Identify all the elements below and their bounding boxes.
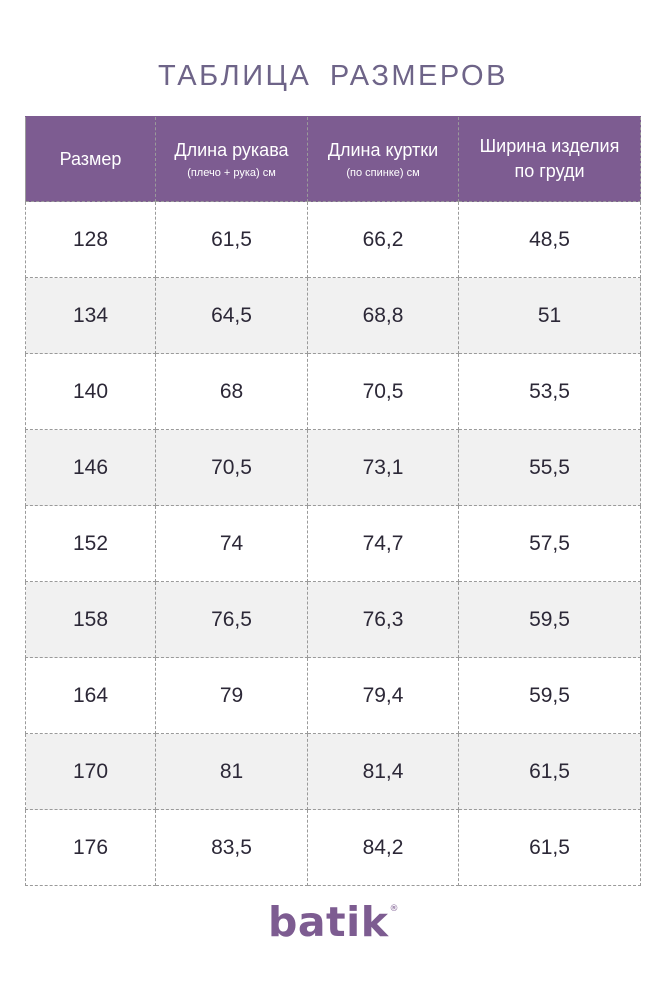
cell-jacket-length: 70,5 <box>307 353 459 430</box>
header-label: Длина куртки <box>327 139 439 160</box>
cell-size: 128 <box>25 201 156 278</box>
cell-jacket-length: 84,2 <box>307 809 459 886</box>
cell-chest-width: 57,5 <box>458 505 641 582</box>
cell-chest-width: 59,5 <box>458 581 641 658</box>
cell-chest-width: 61,5 <box>458 809 641 886</box>
cell-chest-width: 55,5 <box>458 429 641 506</box>
cell-jacket-length: 74,7 <box>307 505 459 582</box>
header-sublabel: (плечо + рука) см <box>187 166 276 179</box>
table-row: 146 70,5 73,1 55,5 <box>25 429 641 506</box>
header-chest-width: Ширина изделия по груди <box>458 116 641 202</box>
table-row: 176 83,5 84,2 61,5 <box>25 809 641 886</box>
cell-sleeve-length: 68 <box>155 353 308 430</box>
cell-jacket-length: 73,1 <box>307 429 459 506</box>
cell-jacket-length: 79,4 <box>307 657 459 734</box>
table-row: 170 81 81,4 61,5 <box>25 733 641 810</box>
table-row: 158 76,5 76,3 59,5 <box>25 581 641 658</box>
cell-jacket-length: 66,2 <box>307 201 459 278</box>
cell-size: 140 <box>25 353 156 430</box>
cell-sleeve-length: 76,5 <box>155 581 308 658</box>
header-label: Длина рукава <box>174 139 289 160</box>
header-label: Размер <box>59 148 122 169</box>
cell-size: 176 <box>25 809 156 886</box>
size-table: Размер Длина рукава (плечо + рука) см Дл… <box>25 116 641 886</box>
table-row: 134 64,5 68,8 51 <box>25 277 641 354</box>
header-size: Размер <box>25 116 156 202</box>
cell-sleeve-length: 74 <box>155 505 308 582</box>
cell-size: 170 <box>25 733 156 810</box>
cell-sleeve-length: 79 <box>155 657 308 734</box>
header-row: Размер Длина рукава (плечо + рука) см Дл… <box>25 116 641 202</box>
cell-chest-width: 48,5 <box>458 201 641 278</box>
cell-sleeve-length: 81 <box>155 733 308 810</box>
header-sublabel: (по спинке) см <box>346 166 420 179</box>
cell-size: 146 <box>25 429 156 506</box>
cell-jacket-length: 76,3 <box>307 581 459 658</box>
header-label: Ширина изделия по груди <box>479 136 620 181</box>
cell-size: 164 <box>25 657 156 734</box>
cell-chest-width: 51 <box>458 277 641 354</box>
cell-size: 158 <box>25 581 156 658</box>
cell-size: 152 <box>25 505 156 582</box>
cell-sleeve-length: 70,5 <box>155 429 308 506</box>
cell-sleeve-length: 83,5 <box>155 809 308 886</box>
brand-logo: batik® <box>0 898 666 946</box>
cell-chest-width: 61,5 <box>458 733 641 810</box>
table-row: 140 68 70,5 53,5 <box>25 353 641 430</box>
table-row: 164 79 79,4 59,5 <box>25 657 641 734</box>
header-sleeve-length: Длина рукава (плечо + рука) см <box>155 116 308 202</box>
header-jacket-length: Длина куртки (по спинке) см <box>307 116 459 202</box>
cell-chest-width: 53,5 <box>458 353 641 430</box>
cell-jacket-length: 81,4 <box>307 733 459 810</box>
cell-jacket-length: 68,8 <box>307 277 459 354</box>
registered-mark: ® <box>389 904 399 914</box>
brand-name: batik <box>268 898 389 946</box>
cell-sleeve-length: 61,5 <box>155 201 308 278</box>
cell-size: 134 <box>25 277 156 354</box>
page-title: ТАБЛИЦА РАЗМЕРОВ <box>158 60 508 92</box>
cell-sleeve-length: 64,5 <box>155 277 308 354</box>
table-row: 152 74 74,7 57,5 <box>25 505 641 582</box>
table-row: 128 61,5 66,2 48,5 <box>25 201 641 278</box>
cell-chest-width: 59,5 <box>458 657 641 734</box>
